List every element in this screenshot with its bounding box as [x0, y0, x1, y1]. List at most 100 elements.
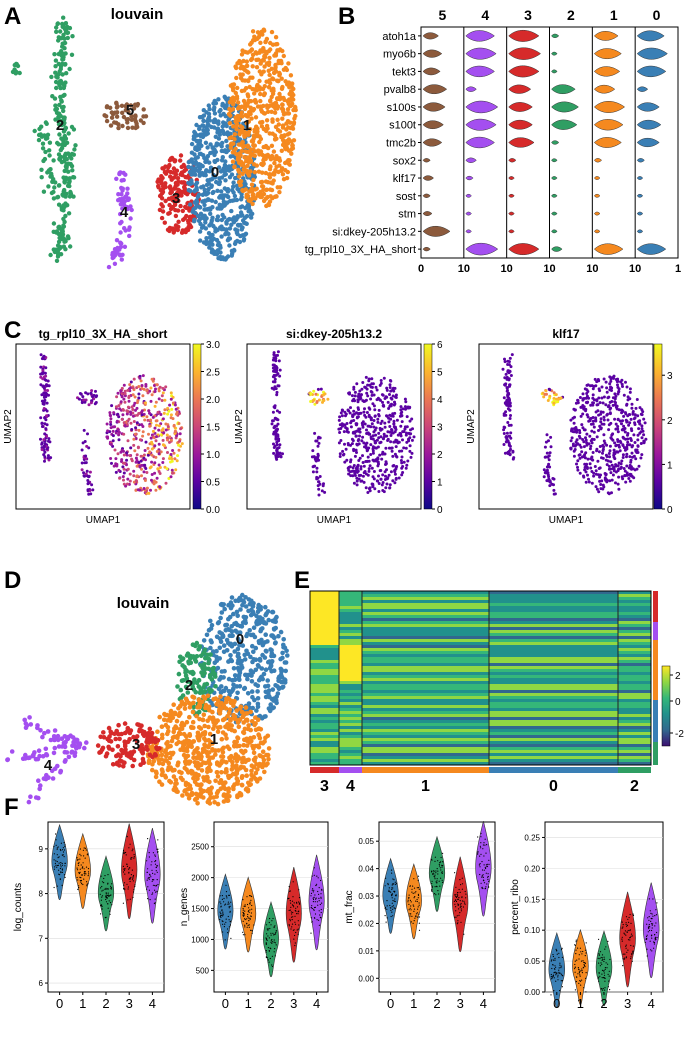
- point: [370, 422, 374, 426]
- point: [217, 195, 222, 200]
- point: [258, 98, 263, 104]
- point: [401, 465, 405, 468]
- point: [161, 443, 165, 447]
- point: [580, 423, 584, 427]
- point: [620, 408, 624, 412]
- point: [149, 418, 153, 422]
- point: [46, 184, 51, 189]
- point: [374, 441, 378, 445]
- colorbar-tick-label: 1.5: [206, 423, 220, 434]
- panel-b-stacked-violin: 5 4 3 2 1 0atoh1amyo6btekt3pvalb8s100ss100ttm…: [305, 7, 681, 275]
- point: [120, 123, 125, 129]
- point: [358, 434, 361, 438]
- gene-label: si:dkey-205h13.2: [332, 226, 416, 238]
- point: [252, 129, 257, 134]
- point: [167, 225, 172, 231]
- point: [246, 198, 251, 203]
- point: [275, 427, 279, 431]
- colorbar-tick-label: 3: [437, 423, 443, 434]
- point: [72, 147, 77, 152]
- point: [218, 615, 223, 621]
- point: [206, 660, 211, 666]
- point: [47, 437, 51, 441]
- point: [188, 660, 194, 665]
- point: [596, 459, 600, 463]
- point: [255, 717, 261, 723]
- point: [128, 216, 133, 221]
- point: [208, 626, 214, 631]
- point: [270, 687, 276, 692]
- point: [605, 455, 609, 458]
- point: [178, 158, 183, 163]
- point: [234, 127, 239, 132]
- point: [259, 107, 264, 113]
- point: [271, 86, 276, 92]
- point: [39, 167, 44, 172]
- point: [272, 172, 277, 177]
- point: [630, 451, 634, 455]
- point: [270, 42, 276, 47]
- point: [40, 442, 44, 446]
- point: [582, 475, 586, 479]
- point: [222, 94, 227, 100]
- point: [212, 251, 217, 256]
- point: [131, 414, 135, 418]
- point: [204, 168, 209, 173]
- point: [43, 459, 46, 463]
- point: [587, 477, 590, 481]
- point: [274, 194, 279, 199]
- point: [617, 387, 621, 391]
- point: [41, 402, 45, 406]
- point: [173, 172, 179, 177]
- point: [173, 185, 178, 190]
- point: [241, 238, 246, 243]
- point: [86, 481, 90, 485]
- point: [617, 467, 621, 471]
- point: [375, 438, 379, 442]
- point: [144, 440, 148, 444]
- point: [605, 390, 609, 394]
- point: [406, 459, 410, 463]
- point: [280, 102, 285, 108]
- point: [628, 455, 632, 459]
- point: [273, 444, 277, 448]
- point: [249, 139, 255, 144]
- point: [364, 375, 368, 379]
- point: [249, 679, 255, 684]
- point: [267, 72, 272, 78]
- point: [175, 434, 179, 438]
- point: [195, 146, 200, 152]
- point: [604, 380, 608, 384]
- point: [129, 421, 133, 425]
- point: [274, 367, 278, 371]
- point: [393, 452, 397, 456]
- point: [277, 359, 281, 363]
- point: [505, 431, 509, 435]
- point: [384, 486, 388, 490]
- point: [151, 415, 155, 419]
- point: [584, 436, 587, 440]
- point: [179, 230, 185, 235]
- point: [584, 409, 588, 413]
- point: [595, 447, 599, 451]
- point: [219, 189, 224, 194]
- point: [615, 380, 619, 384]
- point: [43, 371, 47, 375]
- point: [129, 446, 133, 450]
- point: [178, 439, 182, 443]
- point: [212, 125, 217, 130]
- point: [177, 443, 181, 447]
- point: [114, 470, 118, 474]
- point: [630, 445, 634, 449]
- point: [251, 162, 257, 167]
- point: [199, 185, 204, 190]
- point: [625, 445, 629, 449]
- point: [594, 418, 598, 422]
- point: [394, 445, 398, 449]
- point: [350, 437, 354, 441]
- point: [286, 61, 291, 66]
- violin-1-klf17: [594, 176, 601, 180]
- point: [273, 424, 277, 428]
- point: [147, 409, 151, 413]
- point: [114, 176, 119, 181]
